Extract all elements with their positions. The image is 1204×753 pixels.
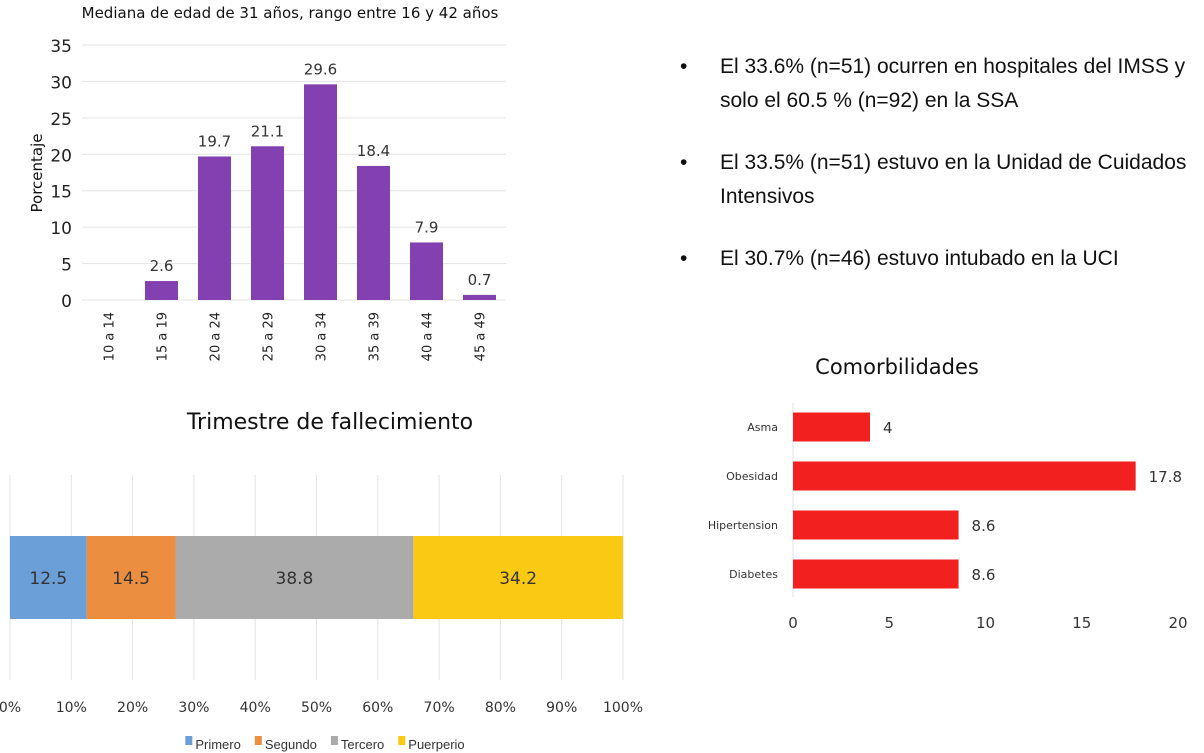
legend-swatch	[254, 736, 262, 745]
age-bar	[145, 281, 178, 300]
age-y-tick: 10	[50, 219, 72, 239]
finding-item: El 33.6% (n=51) ocurren en hospitales de…	[680, 50, 1204, 118]
legend-label: Puerperio	[408, 737, 464, 752]
trimester-segment-label: 34.2	[499, 569, 537, 589]
comorbidity-bar-label: 8.6	[972, 517, 996, 535]
age-bar-label: 7.9	[415, 218, 439, 236]
age-bar-label: 2.6	[150, 257, 174, 275]
age-x-tick: 45 a 49	[474, 312, 489, 361]
comorbidity-chart-title: Comorbilidades	[815, 355, 979, 379]
age-x-tick: 25 a 29	[262, 312, 277, 361]
comorbidity-bar	[793, 412, 870, 442]
legend-swatch	[398, 736, 406, 745]
age-bar-label: 0.7	[468, 271, 492, 289]
trimester-x-tick: 90%	[546, 700, 577, 716]
comorbidity-bar	[793, 461, 1136, 491]
age-bar-label: 19.7	[198, 132, 231, 150]
comorbidity-bar-label: 17.8	[1149, 468, 1182, 486]
age-bar	[304, 84, 337, 300]
age-y-tick: 25	[50, 110, 72, 130]
trimester-chart-title: Trimestre de fallecimiento	[186, 410, 473, 435]
findings-list: El 33.6% (n=51) ocurren en hospitales de…	[680, 50, 1204, 304]
age-y-tick: 30	[50, 73, 72, 93]
finding-item: El 33.5% (n=51) estuvo en la Unidad de C…	[680, 146, 1204, 214]
age-x-tick: 15 a 19	[156, 312, 171, 361]
age-chart-title: Mediana de edad de 31 años, rango entre …	[82, 4, 499, 22]
legend-swatch	[330, 736, 338, 745]
age-y-tick: 15	[50, 183, 72, 203]
comorbidity-category-label: Hipertension	[708, 519, 778, 532]
age-bar-label: 29.6	[304, 60, 337, 78]
trimester-x-tick: 0%	[0, 700, 21, 716]
legend-label: Segundo	[265, 737, 317, 752]
comorbidity-category-label: Diabetes	[729, 568, 778, 581]
finding-item: El 30.7% (n=46) estuvo intubado en la UC…	[680, 242, 1204, 276]
trimester-segment-label: 38.8	[276, 569, 314, 589]
trimester-segment-primero	[10, 536, 87, 619]
comorbidity-category-label: Obesidad	[726, 470, 778, 483]
trimester-x-tick: 60%	[362, 700, 393, 716]
trimester-x-tick: 50%	[301, 700, 332, 716]
trimester-segment-tercero	[175, 536, 414, 619]
comorbidity-bar	[793, 510, 959, 540]
legend-swatch	[185, 736, 193, 745]
age-y-tick: 35	[50, 37, 72, 57]
age-x-tick: 40 a 44	[421, 312, 436, 361]
trimester-segment-label: 14.5	[112, 569, 150, 589]
age-bar	[198, 156, 231, 300]
age-bar-label: 21.1	[251, 122, 284, 140]
comorbidity-x-tick: 0	[788, 614, 798, 632]
comorbidity-bar-label: 8.6	[972, 566, 996, 584]
trimester-x-tick: 70%	[424, 700, 455, 716]
age-x-tick: 35 a 39	[368, 312, 383, 361]
age-bar	[410, 242, 443, 300]
age-y-tick: 0	[61, 292, 72, 312]
comorbidity-bar-label: 4	[883, 419, 893, 437]
age-bar	[357, 165, 390, 300]
age-bar	[463, 294, 496, 300]
trimester-x-tick: 80%	[485, 700, 516, 716]
legend-label: Tercero	[341, 737, 384, 752]
comorbidity-category-label: Asma	[747, 421, 778, 434]
age-x-tick: 30 a 34	[315, 312, 330, 361]
trimester-x-tick: 30%	[178, 700, 209, 716]
trimester-x-tick: 20%	[117, 700, 148, 716]
trimester-segment-label: 12.5	[29, 569, 67, 589]
comorbidity-x-tick: 15	[1072, 614, 1091, 632]
comorbidity-x-tick: 10	[976, 614, 995, 632]
trimester-segment-segundo	[86, 536, 176, 619]
age-bar-label: 18.4	[357, 142, 390, 160]
trimester-x-tick: 10%	[56, 700, 87, 716]
age-y-tick: 5	[61, 256, 72, 276]
legend-label: Primero	[195, 737, 241, 752]
comorbidity-x-tick: 20	[1168, 614, 1187, 632]
comorbidity-x-tick: 5	[884, 614, 894, 632]
age-y-axis-label: Porcentaje	[28, 134, 46, 213]
age-x-tick: 20 a 24	[209, 312, 224, 361]
comorbidity-bar	[793, 559, 959, 589]
trimester-x-tick: 40%	[240, 700, 271, 716]
trimester-x-tick: 100%	[603, 700, 643, 716]
trimester-segment-puerperio	[413, 536, 623, 619]
age-y-tick: 20	[50, 146, 72, 166]
age-bar	[251, 146, 284, 300]
age-x-tick: 10 a 14	[103, 312, 118, 361]
